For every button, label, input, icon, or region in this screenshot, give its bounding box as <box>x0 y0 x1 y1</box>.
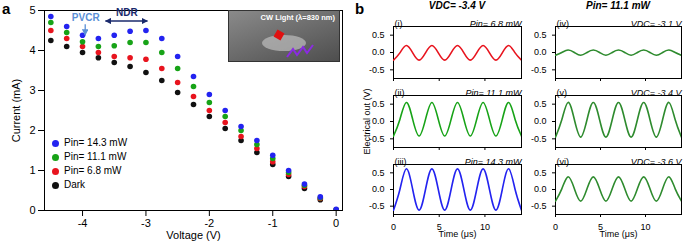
svg-text:0.5: 0.5 <box>372 30 385 40</box>
html-text:Dark: Dark <box>64 179 86 190</box>
svg-text:4: 4 <box>29 44 35 56</box>
svg-text:5: 5 <box>436 221 442 232</box>
svg-text:Time (μs): Time (μs) <box>439 229 477 239</box>
svg-text:(iii): (iii) <box>395 157 407 167</box>
svg-text:-0.5: -0.5 <box>531 134 547 144</box>
svg-text:-0.5: -0.5 <box>531 201 547 211</box>
svg-text:1: 1 <box>29 164 35 176</box>
html-text:Pin= 14.3 mW: Pin= 14.3 mW <box>64 137 128 148</box>
html-text:b: b <box>355 0 365 17</box>
svg-text:-2: -2 <box>204 217 214 229</box>
svg-text:VDC= -3.6 V: VDC= -3.6 V <box>631 157 683 167</box>
svg-text:0: 0 <box>553 222 558 232</box>
svg-text:0: 0 <box>391 222 396 232</box>
svg-text:-0.5: -0.5 <box>531 65 547 75</box>
svg-text:10: 10 <box>640 222 650 232</box>
svg-text:(vi): (vi) <box>557 157 570 167</box>
svg-text:(iv): (iv) <box>557 19 570 29</box>
svg-text:0: 0 <box>29 204 35 216</box>
svg-text:3: 3 <box>29 84 35 96</box>
svg-text:5: 5 <box>598 221 603 232</box>
svg-text:VDC= -3.4 V: VDC= -3.4 V <box>631 88 683 98</box>
svg-text:0.5: 0.5 <box>534 168 547 178</box>
svg-text:Time (μs): Time (μs) <box>600 229 638 239</box>
svg-text:-0.5: -0.5 <box>369 65 385 75</box>
svg-text:2: 2 <box>29 124 35 136</box>
svg-text:0.0: 0.0 <box>534 116 547 126</box>
svg-text:Pin= 14.3 mW: Pin= 14.3 mW <box>465 157 523 167</box>
svg-text:Pin= 11.1 mW: Pin= 11.1 mW <box>465 88 523 98</box>
svg-text:0.5: 0.5 <box>534 99 547 109</box>
svg-text:0.0: 0.0 <box>372 184 385 194</box>
svg-text:0.0: 0.0 <box>534 47 547 57</box>
html-text:Pin= 11.1 mW: Pin= 11.1 mW <box>64 151 127 162</box>
html-text:Pin= 6.8 mW: Pin= 6.8 mW <box>64 165 122 176</box>
svg-text:0.5: 0.5 <box>534 30 547 40</box>
svg-text:PVCR: PVCR <box>72 12 101 23</box>
svg-text:(v): (v) <box>557 88 568 98</box>
svg-text:(ii): (ii) <box>395 88 405 98</box>
svg-text:5: 5 <box>29 4 35 16</box>
svg-text:NDR: NDR <box>116 7 138 18</box>
svg-text:0.0: 0.0 <box>372 116 385 126</box>
svg-text:VDC= -3.1 V: VDC= -3.1 V <box>631 19 683 29</box>
svg-text:0.5: 0.5 <box>372 168 385 178</box>
svg-text:-0.5: -0.5 <box>369 201 385 211</box>
svg-text:0.0: 0.0 <box>534 184 547 194</box>
svg-text:10: 10 <box>480 222 490 232</box>
svg-text:-4: -4 <box>78 217 88 229</box>
html-text:VDC= -3.4 V: VDC= -3.4 V <box>428 0 486 11</box>
html-text:CW Light (λ=830 nm): CW Light (λ=830 nm) <box>260 13 335 22</box>
html-text:a: a <box>2 0 11 17</box>
svg-text:0.5: 0.5 <box>372 99 385 109</box>
svg-text:0: 0 <box>333 217 339 229</box>
svg-text:-3: -3 <box>141 217 151 229</box>
html-text:Pin= 11.1 mW: Pin= 11.1 mW <box>586 0 650 11</box>
svg-text:Electrical out (V): Electrical out (V) <box>362 88 372 154</box>
svg-text:Current (mA): Current (mA) <box>10 79 22 143</box>
svg-text:-1: -1 <box>268 217 278 229</box>
svg-text:Pin= 6.8 mW: Pin= 6.8 mW <box>470 19 523 29</box>
svg-text:Voltage (V): Voltage (V) <box>166 229 220 241</box>
svg-text:0.0: 0.0 <box>372 47 385 57</box>
svg-text:-0.5: -0.5 <box>369 133 385 144</box>
svg-text:(i): (i) <box>395 19 403 29</box>
